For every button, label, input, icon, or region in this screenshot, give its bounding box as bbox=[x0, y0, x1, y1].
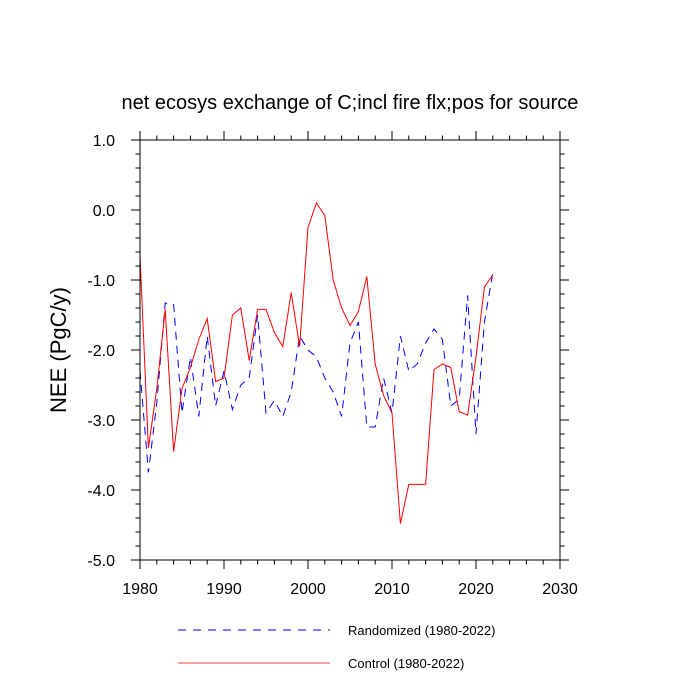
x-tick-label: 2000 bbox=[290, 581, 326, 598]
chart-title: net ecosys exchange of C;incl fire flx;p… bbox=[122, 92, 579, 114]
y-tick-label: -1.0 bbox=[87, 273, 115, 290]
legend-label-randomized: Randomized (1980-2022) bbox=[348, 623, 495, 638]
plot-frame bbox=[139, 139, 561, 561]
x-tick-label: 2020 bbox=[458, 581, 494, 598]
x-tick-label: 2030 bbox=[542, 581, 578, 598]
y-tick-label: 1.0 bbox=[93, 133, 115, 150]
series-line-randomized bbox=[139, 272, 494, 473]
data-series bbox=[139, 201, 494, 524]
y-tick-label: -3.0 bbox=[87, 413, 115, 430]
axis-ticks: 1980 1990 2000 2010 2020 2030 1.0 0.0 -1.0 -2.0 -3… bbox=[87, 131, 578, 598]
y-axis-label: NEE (PgC/y) bbox=[46, 287, 71, 413]
legend: Randomized (1980-2022) Control (1980-202… bbox=[178, 623, 495, 671]
y-tick-label: 0.0 bbox=[93, 203, 115, 220]
x-tick-label: 1980 bbox=[122, 581, 158, 598]
y-tick-label: -5.0 bbox=[87, 553, 115, 570]
x-tick-label: 2010 bbox=[374, 581, 410, 598]
y-tick-label: -2.0 bbox=[87, 343, 115, 360]
legend-label-control: Control (1980-2022) bbox=[348, 656, 464, 671]
y-tick-label: -4.0 bbox=[87, 483, 115, 500]
x-tick-label: 1990 bbox=[206, 581, 242, 598]
series-line-control bbox=[139, 201, 494, 524]
